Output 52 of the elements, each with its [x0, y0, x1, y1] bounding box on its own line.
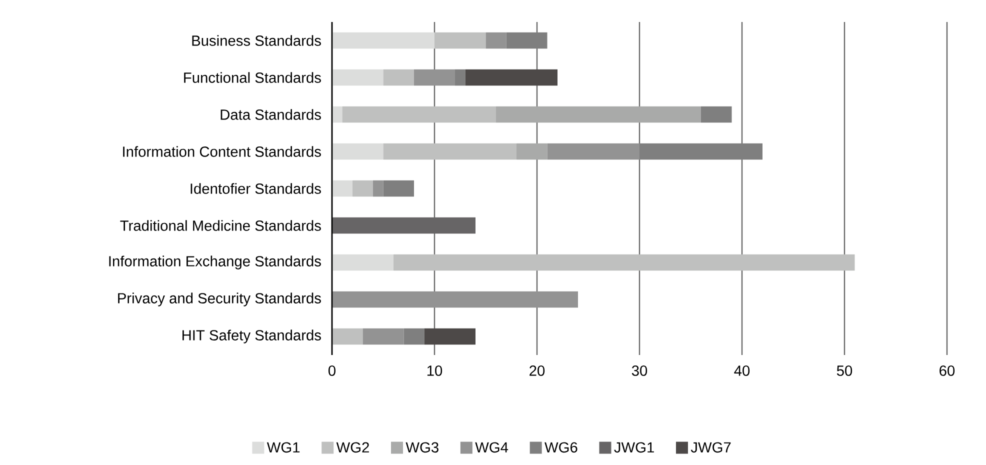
- bar: [404, 328, 424, 345]
- bar: [465, 69, 558, 86]
- bar: [332, 143, 384, 160]
- x-tick-label: 10: [427, 366, 442, 376]
- bar: [332, 291, 578, 308]
- legend-label: WG1: [266, 442, 300, 453]
- bar: [516, 143, 548, 160]
- bar: [332, 69, 384, 86]
- bar: [700, 106, 732, 123]
- bar: [342, 106, 496, 123]
- bar: [496, 106, 701, 123]
- bar: [455, 69, 466, 86]
- bar: [352, 180, 373, 197]
- bar: [383, 180, 414, 197]
- bar: [383, 143, 516, 160]
- y-tick-label: Privacy and Security Standards: [118, 292, 321, 306]
- bar: [332, 106, 342, 123]
- y-tick-label: Identofier Standards: [190, 183, 321, 194]
- y-tick-label: Data Standards: [220, 109, 321, 120]
- bar: [639, 143, 762, 160]
- bar: [547, 143, 640, 160]
- x-tick-label: 30: [632, 366, 648, 376]
- legend-label: WG4: [475, 442, 508, 453]
- legend-label: WG3: [406, 442, 438, 453]
- bar: [383, 69, 414, 86]
- legend-label: WG6: [544, 442, 578, 453]
- x-tick-label: 60: [940, 366, 955, 376]
- y-tick-label: Information Exchange Standards: [109, 256, 321, 270]
- bar: [332, 328, 363, 345]
- legend-label: WG2: [336, 442, 369, 453]
- x-tick-label: 20: [530, 366, 545, 376]
- y-tick-label: Traditional Medicine Standards: [120, 220, 321, 231]
- bar: [486, 32, 506, 49]
- y-tick-label: Functional Standards: [184, 72, 321, 83]
- bar: [506, 32, 548, 49]
- bar: [414, 69, 455, 86]
- bar: [373, 180, 384, 197]
- y-tick-label: Information Content Standards: [123, 146, 321, 157]
- bar: [332, 254, 394, 271]
- bar: [424, 328, 476, 345]
- y-tick-label: HIT Safety Standards: [182, 330, 321, 344]
- bar: [394, 254, 855, 271]
- x-tick-label: 50: [836, 366, 852, 376]
- x-tick-label: 40: [734, 366, 750, 376]
- x-tick-label: 0: [328, 366, 336, 376]
- bar: [434, 32, 486, 49]
- legend-label: JWG7: [690, 442, 731, 453]
- bar: [332, 32, 434, 49]
- bar: [332, 180, 352, 197]
- y-tick-label: Business Standards: [192, 35, 321, 46]
- bar: [362, 328, 404, 345]
- legend-label: JWG1: [614, 442, 654, 453]
